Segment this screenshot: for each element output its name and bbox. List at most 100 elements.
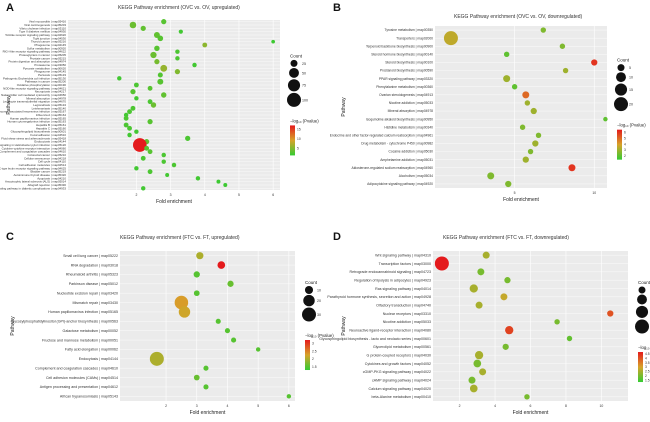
legend-color-label: 4	[624, 142, 626, 146]
legend-count-label: 30	[317, 313, 321, 317]
data-point	[141, 186, 146, 191]
data-point	[149, 351, 164, 366]
panel-d: D KEGG Pathway enrichment (FTC vs. FT, d…	[319, 211, 650, 422]
x-tick-label: 2	[459, 404, 461, 408]
data-point	[178, 306, 191, 318]
x-tick-label: 4	[494, 404, 496, 408]
data-point	[160, 64, 168, 72]
y-tick-label: Prostate cancer | map05215	[30, 56, 67, 60]
y-tick-label: Colorectal cancer | map05210	[27, 153, 66, 157]
legend-count-dot	[289, 67, 299, 78]
data-point	[227, 280, 234, 287]
y-tick-label: Hepatitis C | map05160	[36, 126, 67, 130]
y-tick-label: Cytokines and growth factors | map04052	[365, 362, 431, 366]
y-tick-label: cGMP-PKG signaling pathway | map04022	[363, 370, 431, 374]
legend-count-dot	[637, 294, 647, 305]
chart-title: KEGG Pathway enrichment (OVC vs. OV, upr…	[118, 5, 240, 11]
data-point	[147, 99, 153, 105]
y-tick-label: Small cell lung cancer | map05222	[63, 254, 118, 258]
plot-area	[435, 26, 607, 188]
x-axis-label: Fold enrichment	[503, 197, 539, 203]
y-tick-label: Endocytosis | map04144	[79, 357, 118, 361]
legend-color-label: 15	[297, 127, 301, 131]
y-tick-label: Autoimmune thyroid disease | map05320	[14, 173, 67, 177]
data-point	[215, 318, 221, 324]
y-tick-label: Vibrio cholerae infection | map05110	[19, 26, 66, 30]
data-point	[511, 84, 518, 90]
data-point	[154, 45, 160, 52]
data-point	[147, 85, 153, 91]
y-tick-label: Bladder cancer | map05219	[31, 170, 67, 174]
data-point	[150, 51, 157, 59]
y-tick-label: Nicotine addiction | map05033	[383, 320, 431, 324]
data-point	[185, 135, 191, 141]
legend-count-dot	[635, 319, 649, 334]
legend-color-label: 2	[645, 374, 647, 378]
legend-count-title: Count	[638, 280, 650, 285]
data-point	[503, 51, 510, 58]
x-tick-label: 3	[196, 404, 198, 408]
y-tick-label: Terpenoid backbone biosynthesis | map009…	[366, 44, 433, 48]
legend-count-dot	[290, 59, 298, 67]
data-point	[130, 105, 136, 111]
y-tick-label: Regulation of lipolysis in adipocytes | …	[354, 278, 431, 282]
legend-color-label: 2	[312, 357, 314, 361]
data-point	[468, 376, 476, 384]
panel-label: A	[6, 2, 14, 14]
data-point	[562, 67, 569, 74]
data-point	[607, 310, 614, 317]
data-point	[195, 176, 201, 181]
panel-label: D	[333, 231, 341, 243]
data-point	[134, 166, 139, 171]
data-point	[474, 351, 484, 360]
data-point	[134, 96, 139, 101]
data-point	[132, 138, 147, 152]
y-tick-label: Ovarian steroidogenesis | map04913	[379, 93, 433, 97]
legend-color-label: 3	[312, 341, 314, 345]
data-point	[216, 179, 221, 184]
legend-color-bar	[617, 129, 622, 160]
x-axis-label: Fold enrichment	[190, 410, 226, 416]
data-point	[522, 156, 529, 163]
panel-a: A KEGG Pathway enrichment (OVC vs. OV, u…	[0, 0, 325, 211]
x-tick-label: 3	[170, 193, 172, 197]
data-point	[193, 290, 200, 297]
y-tick-label: Drug metabolism - cytochrome P450 | map0…	[361, 142, 433, 146]
plot-area	[120, 251, 295, 401]
data-point	[117, 76, 122, 81]
x-axis-label: Fold enrichment	[156, 199, 192, 205]
legend-color-bar	[638, 352, 643, 383]
data-point	[196, 252, 204, 260]
y-tick-label: Human papillomavirus infection | map0516…	[10, 116, 67, 120]
y-tick-label: Natural killer cell mediated cytotoxicit…	[1, 93, 66, 97]
y-tick-label: Cellular senescence | map04218	[24, 156, 66, 160]
chart-title: KEGG Pathway enrichment (FTC vs. FT, upr…	[120, 235, 240, 241]
y-tick-label: RIG-I-like receptor signaling pathway | …	[3, 50, 67, 54]
y-tick-label: Ras signaling pathway | map04014	[375, 287, 431, 291]
y-tick-label: Isoquinoline alkaloid biosynthesis | map…	[366, 117, 433, 121]
y-tick-label: Mineral absorption | map04978	[26, 96, 66, 100]
legend-count-title: Count	[290, 53, 303, 58]
data-point	[469, 384, 478, 393]
y-tick-label: Leukocyte transendothelial migration | m…	[3, 100, 66, 104]
y-tick-label: Proteasome | map03050	[34, 63, 66, 67]
y-tick-label: Retrograde endocannabinoid signaling | m…	[350, 270, 431, 274]
y-tick-label: Glycosphingolipid biosynthesis - lacto a…	[319, 337, 431, 341]
y-tick-label: Endocytosis | map04144	[34, 140, 66, 144]
data-point	[203, 365, 209, 371]
data-point	[175, 49, 180, 54]
data-point	[154, 59, 160, 65]
data-point	[475, 301, 483, 309]
y-tick-label: Steroid biosynthesis | map00100	[385, 61, 433, 65]
data-point	[443, 31, 458, 46]
legend-count-dot	[303, 294, 315, 307]
y-tick-label: NOD-like receptor signaling pathway | ma…	[3, 86, 66, 90]
data-point	[286, 394, 292, 399]
y-tick-label: Phenylalanine metabolism | map00360	[376, 85, 433, 89]
data-point	[500, 293, 508, 301]
data-point	[175, 56, 180, 61]
data-point	[147, 149, 153, 155]
dot-plot-d: Wnt signaling pathway | map04310 Transcri…	[319, 251, 650, 416]
data-point	[469, 284, 478, 293]
legend-count-label: 10	[317, 288, 321, 292]
